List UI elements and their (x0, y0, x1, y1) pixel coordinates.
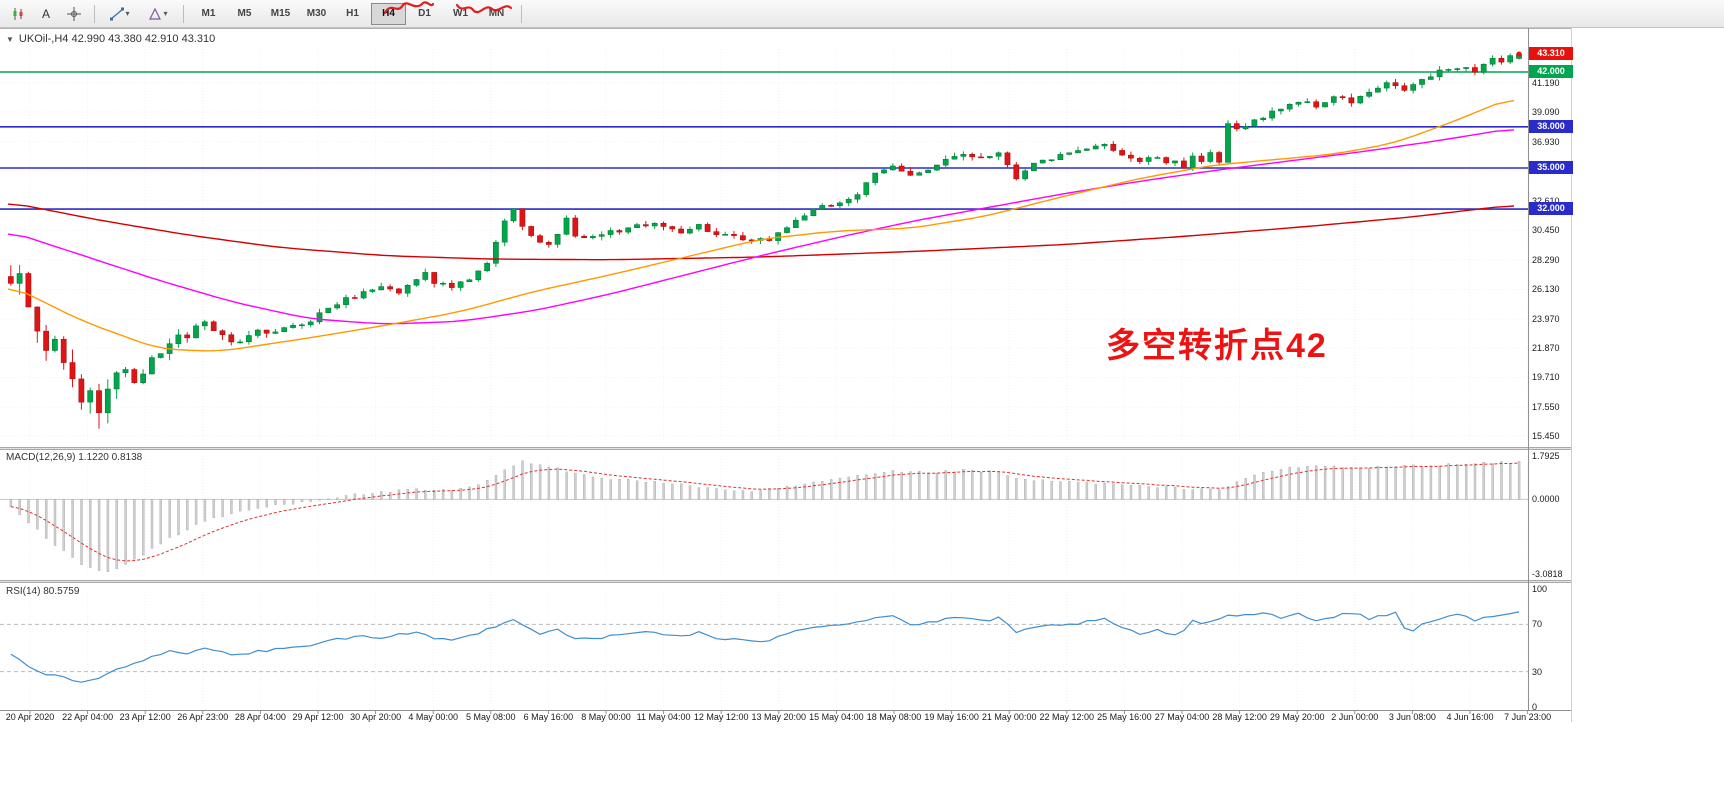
timeframe-m15-button[interactable]: M15 (270, 8, 291, 19)
price-annotation-text: 多空转折点42 (1106, 327, 1328, 365)
time-axis-label: 4 May 00:00 (408, 712, 458, 722)
crosshair-icon (67, 6, 81, 21)
chart-header: ▼ UKOil-,H4 42.990 43.380 42.910 43.310 (6, 33, 215, 45)
pane-separator-macd[interactable] (0, 447, 1571, 450)
trendline-tool-dropdown[interactable]: ▾ (102, 2, 138, 26)
time-axis-label: 5 May 08:00 (466, 712, 516, 722)
level-price-badge: 32.000 (1529, 202, 1573, 216)
chart-toolbar: A ▾ ▾ M1 M5 M15 M30 H1 H4 D1 W1 MN (0, 0, 1724, 28)
red-scribble-annotation (455, 3, 513, 14)
text-tool-button[interactable]: A (33, 2, 59, 26)
time-axis-label: 28 May 12:00 (1212, 712, 1267, 722)
toolbar-separator (94, 4, 95, 23)
price-axis-label: 26.130 (1532, 284, 1560, 295)
chevron-down-icon: ▾ (163, 9, 168, 18)
collapse-triangle-icon[interactable]: ▼ (6, 34, 14, 44)
price-axis-label: 17.550 (1532, 402, 1560, 413)
candlestick-chart-icon (11, 7, 25, 21)
chevron-down-icon: ▾ (125, 9, 130, 18)
time-axis-label: 20 Apr 2020 (5, 712, 55, 722)
shapes-tool-dropdown[interactable]: ▾ (140, 2, 176, 26)
time-axis-label: 19 May 16:00 (924, 712, 979, 722)
time-axis-label: 18 May 08:00 (866, 712, 922, 722)
time-axis-label: 25 May 16:00 (1097, 712, 1152, 722)
timeframe-mn-button[interactable]: MN (488, 8, 505, 19)
candlestick-chart-button[interactable] (5, 2, 31, 26)
crosshair-button[interactable] (61, 2, 87, 26)
timeframe-w1-button[interactable]: W1 (453, 8, 468, 19)
time-axis-label: 12 May 12:00 (693, 712, 749, 722)
time-axis-label: 13 May 20:00 (751, 712, 807, 722)
price-axis-label: 30.450 (1532, 225, 1560, 236)
timeframe-d1-button[interactable]: D1 (418, 8, 431, 19)
timeframe-m30-button[interactable]: M30 (306, 8, 327, 19)
time-axis-label: 26 Apr 23:00 (177, 712, 229, 722)
shapes-tool-icon (148, 7, 162, 21)
time-axis-label: 29 May 20:00 (1269, 712, 1325, 722)
price-axis-label: 21.870 (1532, 342, 1560, 353)
time-axis-label: 28 Apr 04:00 (234, 712, 286, 722)
time-axis-label: 30 Apr 20:00 (350, 712, 402, 722)
time-axis-label: 2 Jun 00:00 (1331, 712, 1379, 722)
price-axis-label: 19.710 (1532, 372, 1560, 383)
level-price-badge: 38.000 (1529, 119, 1573, 133)
trendline-tool-icon (110, 7, 125, 21)
rsi-axis-label: 0 (1532, 702, 1538, 712)
macd-axis-label: 0.0000 (1532, 494, 1560, 505)
time-axis-label: 11 May 04:00 (636, 712, 691, 722)
timeframe-m5-button[interactable]: M5 (237, 8, 252, 19)
time-axis-label: 27 May 04:00 (1154, 712, 1210, 722)
price-axis-label: 36.930 (1532, 136, 1560, 147)
time-axis-label: 21 May 00:00 (981, 712, 1037, 722)
time-axis-label: 23 Apr 12:00 (119, 712, 171, 722)
rsi-label: RSI(14) 80.5759 (6, 586, 80, 597)
rsi-axis-label: 70 (1532, 619, 1543, 630)
rsi-axis-label: 30 (1532, 666, 1543, 677)
price-axis-label: 28.290 (1532, 254, 1560, 265)
timeframe-h1-button[interactable]: H1 (346, 8, 359, 19)
text-tool-icon: A (41, 6, 50, 21)
symbol-ohlc-text: UKOil-,H4 42.990 43.380 42.910 43.310 (18, 33, 216, 45)
time-axis-label: 4 Jun 16:00 (1446, 712, 1494, 722)
timeframe-m1-button[interactable]: M1 (201, 8, 216, 19)
toolbar-separator (183, 4, 184, 23)
level-price-badge: 42.000 (1529, 65, 1573, 79)
price-axis-label: 39.090 (1532, 106, 1560, 117)
toolbar-separator (521, 4, 522, 23)
chart-canvas[interactable] (0, 28, 1724, 799)
time-axis-label: 8 May 00:00 (581, 712, 631, 722)
time-axis-label: 6 May 16:00 (523, 712, 574, 722)
price-axis-label: 41.190 (1532, 78, 1560, 89)
time-axis-label: 15 May 04:00 (809, 712, 864, 722)
price-axis-label: 15.450 (1532, 430, 1560, 441)
time-axis-label: 7 Jun 23:00 (1504, 712, 1552, 722)
price-axis-label: 32.610 (1532, 195, 1560, 206)
time-axis-label: 3 Jun 08:00 (1388, 712, 1436, 722)
price-axis-label: 23.970 (1532, 314, 1560, 325)
macd-label: MACD(12,26,9) 1.1220 0.8138 (6, 452, 143, 463)
level-price-badge: 35.000 (1529, 160, 1573, 174)
pane-separator-rsi[interactable] (0, 580, 1571, 583)
time-axis-label: 29 Apr 12:00 (292, 712, 344, 722)
rsi-axis-label: 100 (1532, 584, 1548, 594)
macd-axis-label: -3.0818 (1532, 569, 1563, 579)
red-scribble-annotation (383, 1, 435, 15)
current-price-badge: 43.310 (1529, 47, 1573, 61)
time-axis-label: 22 May 12:00 (1039, 712, 1095, 722)
time-axis-label: 22 Apr 04:00 (62, 712, 114, 722)
macd-axis-label: 1.7925 (1532, 451, 1560, 461)
